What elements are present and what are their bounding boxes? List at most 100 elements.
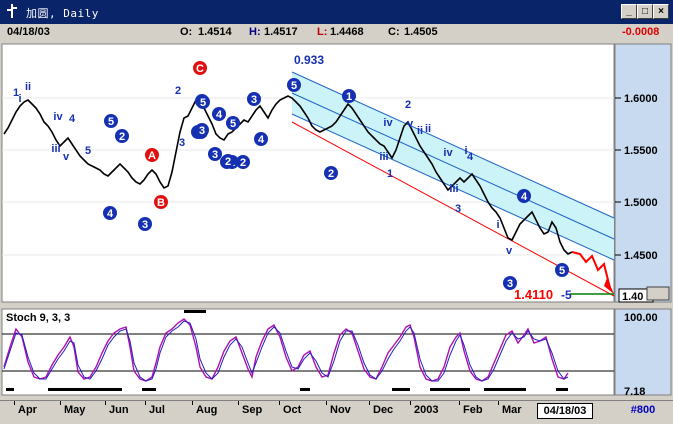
month-label: Jun [109,404,129,416]
stoch-d-line [3,320,569,382]
wave-circle-2 [221,154,235,168]
stoch-marker [484,388,526,391]
stoch-tick-bottom: 7.18 [624,386,645,397]
stoch-title: Stoch 9, 3, 3 [6,312,70,324]
last-price-text: 1.40 [622,291,643,303]
channel-bottom-line [291,113,615,261]
wave-circle-label: 4 [107,208,114,220]
price-tick-label: 1.5500 [624,145,658,157]
low-value: 1.4468 [330,26,364,38]
wave-text-label: 1 [13,87,19,99]
close-value: 1.4505 [404,26,438,38]
month-tick [279,401,280,405]
wave-circle-label: 3 [212,149,218,161]
projection-arrowhead [604,278,614,294]
month-tick [14,401,15,405]
month-tick [459,401,460,405]
low-label: L: [317,26,328,38]
wave-circle-4 [212,107,226,121]
time-axis[interactable]: Apr May Jun Jul Aug Sep Oct Nov Dec 2003 Feb Mar 04… [0,400,673,420]
stoch-marker [6,388,14,391]
wave-circle-label: 4 [258,134,265,146]
wave-text-label: v [63,151,70,163]
month-tick [410,401,411,405]
price-tick-label: 1.5000 [624,197,658,209]
wave-circle-label: 5 [291,80,297,92]
month-label: May [64,404,86,416]
wave-circle-5 [287,78,301,92]
maximize-button[interactable]: □ [637,4,653,19]
zoom-level[interactable]: #800 [630,404,656,416]
month-label: Jul [149,404,165,416]
close-button[interactable]: × [653,4,669,19]
stoch-marker [556,388,568,391]
wave-circle-4 [103,206,117,220]
wave-circle-5 [226,116,240,130]
wave-circle-label: 5 [108,116,114,128]
price-chart[interactable]: 1.6000 1.5500 1.5000 1.4500 0.933 1.4110 -5… [0,42,673,304]
stoch-marker [300,388,310,391]
minimize-button[interactable]: _ [621,4,637,19]
month-tick [238,401,239,405]
wave-text-label: v [506,245,513,257]
scale-toggle-button[interactable] [646,286,670,301]
target-value: 1.4110 [514,287,553,302]
price-tick-label: 1.6000 [624,93,658,105]
wave-text-label: iii [51,143,60,155]
wave-text-label: 5 [85,145,91,157]
wave-circle-2 [236,155,250,169]
month-label: Nov [330,404,351,416]
month-tick [369,401,370,405]
wave-text-label: iii [379,151,388,163]
wave-circle-3 [138,217,152,231]
wave-circle-4 [517,189,531,203]
close-label: C: [388,26,400,38]
wave-circle-label: 2 [328,168,334,180]
wave-circle-3 [247,92,261,106]
wave-circle-1 [342,89,356,103]
wave-circle-label: 4 [216,109,223,121]
stoch-axis [614,308,672,396]
wave-circle-2 [324,166,338,180]
current-date-box: 04/18/03 [537,403,593,419]
wave-circle-label: 5 [230,118,236,130]
chart-window-icon [7,4,17,18]
wave-circle-label: 2 [225,156,231,168]
month-tick [326,401,327,405]
month-tick [60,401,61,405]
wave-circle-label: 1 [346,91,352,103]
wave-circle-label: 3 [507,278,513,290]
wave-text-label: iii [449,183,458,195]
price-tick-labels: 1.6000 1.5500 1.5000 1.4500 [615,93,658,262]
month-label: Dec [373,404,394,416]
wave-text-label: ii [417,125,423,137]
wave-circle-label: C [196,63,204,75]
stochastic-panel[interactable]: Stoch 9, 3, 3 100.00 7.18 [0,307,673,397]
price-axis [614,43,672,303]
month-label: Feb [463,404,483,416]
wave-circle-5 [555,263,569,277]
price-tick-label: 1.4500 [624,250,658,262]
month-label: Aug [196,404,218,416]
wave-circle-label: 3 [142,219,148,231]
wave-text-label: i [18,93,21,105]
wave-text-label: 2 [405,99,411,111]
projected-path [571,251,611,289]
wave-circle-label: 5 [200,97,206,109]
wave-circle-label: 2 [240,157,246,169]
wave-text-label: v [407,118,414,130]
channel-mid-line [291,92,615,240]
open-value: 1.4514 [198,26,232,38]
wave-text-label: 1 [387,168,393,180]
wave-text-label: i [464,145,467,157]
stoch-marker-top [184,310,206,313]
target-suffix: -5 [561,288,572,302]
quote-bar: 04/18/03 O: 1.4514 H: 1.4517 L: 1.4468 C… [0,24,673,41]
stoch-tick-top: 100.00 [624,312,658,324]
wave-circle-label: 5 [559,265,565,277]
wave-circle-label: 2 [119,131,125,143]
month-label: Apr [18,404,37,416]
month-tick [498,401,499,405]
wave-circle-3 [208,147,222,161]
wave-text-label: iv [443,147,453,159]
